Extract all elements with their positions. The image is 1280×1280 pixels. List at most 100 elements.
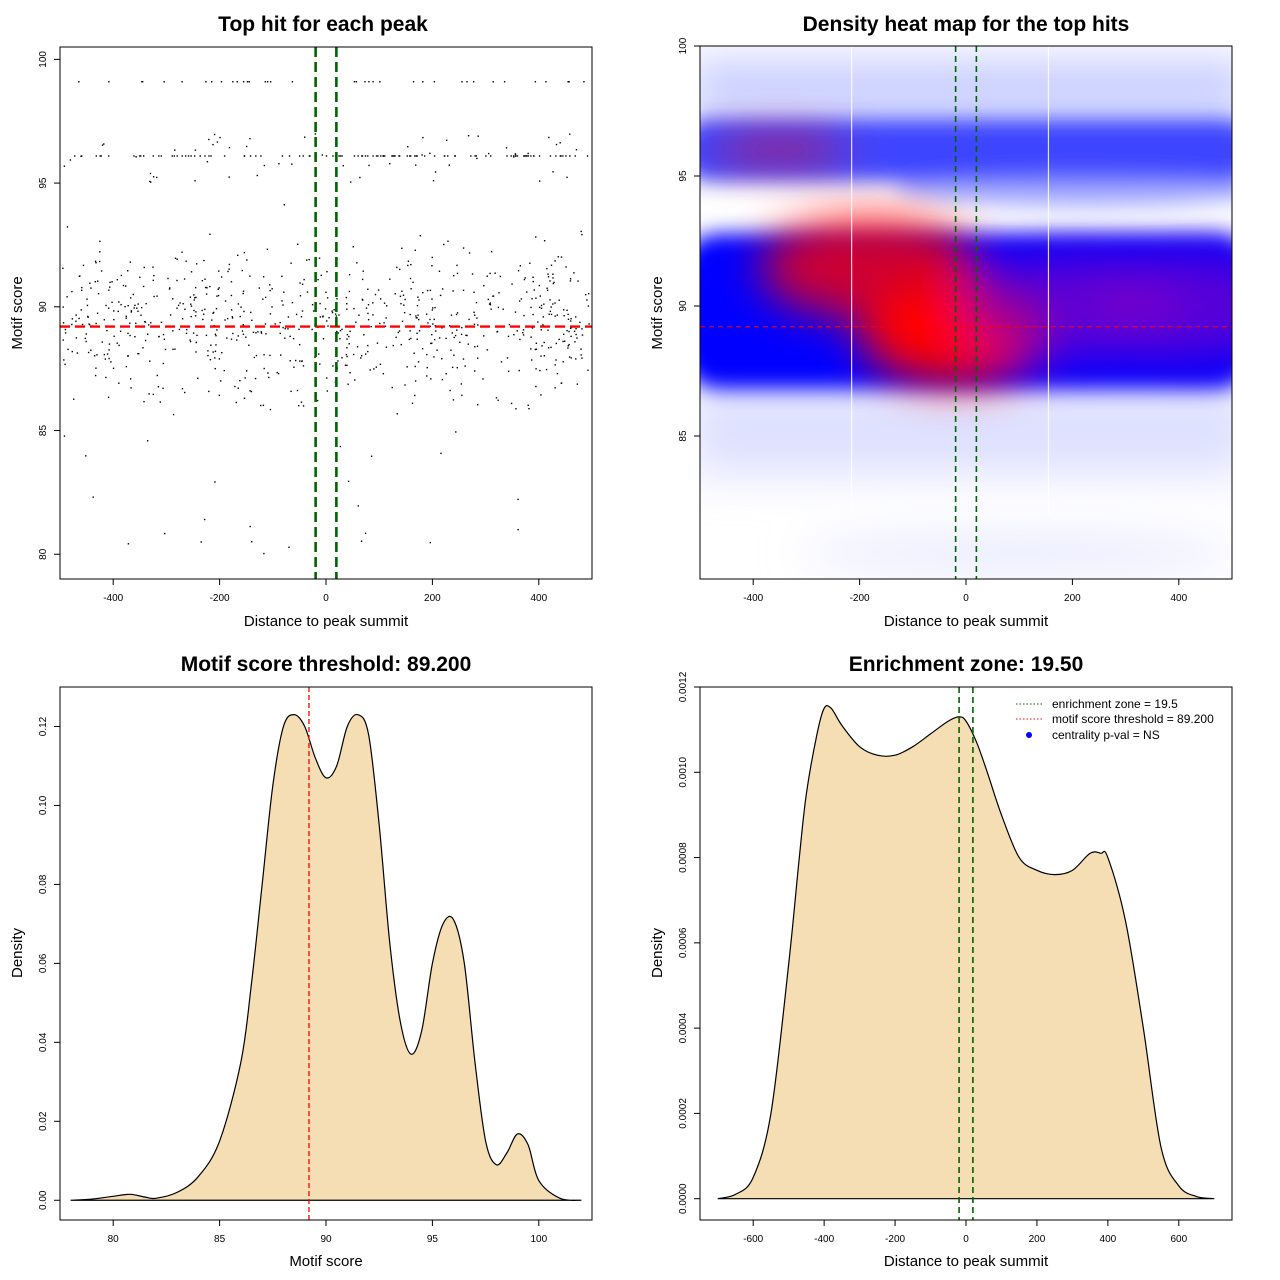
scatter-point xyxy=(134,304,136,307)
scatter-point xyxy=(537,321,539,323)
scatter-point xyxy=(216,329,218,331)
scatter-point xyxy=(466,81,468,83)
scatter-point xyxy=(431,298,433,300)
scatter-point xyxy=(406,366,408,368)
scatter-point xyxy=(517,528,519,531)
scatter-point xyxy=(260,331,262,333)
scatter-point xyxy=(169,287,171,289)
scatter-point xyxy=(532,276,534,278)
scatter-point xyxy=(429,318,431,321)
scatter-point xyxy=(441,358,443,360)
scatter-point xyxy=(552,282,555,285)
scatter-point xyxy=(257,331,259,333)
scatter-point xyxy=(423,155,426,157)
scatter-point xyxy=(364,81,366,83)
scatter-point xyxy=(150,181,152,183)
scatter-point xyxy=(515,408,517,410)
scatter-point xyxy=(269,408,272,411)
scatter-point xyxy=(367,350,369,353)
scatter-point xyxy=(212,312,214,314)
scatter-point xyxy=(485,155,487,157)
scatter-point xyxy=(109,286,111,288)
scatter-point xyxy=(234,385,236,388)
scatter-point xyxy=(231,317,234,319)
scatter-point xyxy=(256,174,259,177)
scatter-point xyxy=(76,352,79,354)
scatter-point xyxy=(242,81,245,83)
scatter-point xyxy=(488,303,491,305)
scatter-point xyxy=(228,176,230,178)
scatter-point xyxy=(237,303,240,305)
band-upper-right xyxy=(893,171,1232,207)
scatter-point xyxy=(217,288,219,290)
scatter-point xyxy=(588,292,590,295)
scatter-point xyxy=(468,252,471,254)
scatter-point xyxy=(246,259,248,261)
scatter-point xyxy=(456,264,458,267)
density-layer xyxy=(700,59,1232,571)
scatter-point xyxy=(433,318,435,321)
scatter-point xyxy=(325,291,327,294)
scatter-point xyxy=(132,293,134,296)
scatter-point xyxy=(568,356,571,358)
scatter-point xyxy=(127,355,129,357)
scatter-point xyxy=(575,316,577,318)
scatter-point xyxy=(322,338,325,340)
scatter-point xyxy=(255,332,257,334)
scatter-point xyxy=(523,278,526,281)
scatter-point xyxy=(173,155,176,157)
scatter-point xyxy=(339,338,341,340)
scatter-point xyxy=(82,264,85,267)
heatmap-haze xyxy=(700,59,1232,571)
scatter-point xyxy=(583,81,585,83)
scatter-point xyxy=(328,317,330,319)
scatter-point xyxy=(209,285,211,288)
y-tick-label: 0.0000 xyxy=(678,1183,689,1214)
scatter-point xyxy=(513,333,515,336)
scatter-point xyxy=(566,309,568,311)
scatter-point xyxy=(190,271,193,273)
y-tick-label: 80 xyxy=(38,548,49,560)
scatter-point xyxy=(248,81,250,83)
scatter-point xyxy=(451,366,454,369)
scatter-point xyxy=(516,330,519,332)
reference-lines xyxy=(60,47,592,579)
scatter-point xyxy=(553,281,555,284)
scatter-point xyxy=(500,361,503,363)
scatter-point xyxy=(302,365,305,367)
x-tick-label: 200 xyxy=(1064,593,1081,604)
scatter-point xyxy=(295,313,298,316)
scatter-point xyxy=(433,356,435,358)
scatter-point xyxy=(291,81,294,83)
scatter-point xyxy=(580,354,582,356)
scatter-point xyxy=(149,172,152,175)
scatter-point xyxy=(120,303,122,306)
scatter-point xyxy=(474,314,476,316)
scatter-point xyxy=(226,317,229,320)
scatter-point xyxy=(287,328,289,330)
scatter-point xyxy=(140,314,142,316)
scatter-point xyxy=(486,275,488,277)
scatter-point xyxy=(174,257,177,260)
scatter-point xyxy=(85,333,87,335)
scatter-point xyxy=(547,273,549,275)
scatter-point xyxy=(63,435,66,437)
scatter-point xyxy=(187,155,190,157)
panel4-title: Enrichment zone: 19.50 xyxy=(849,653,1084,676)
scatter-point xyxy=(193,309,195,312)
scatter-point xyxy=(262,298,264,300)
scatter-point xyxy=(129,297,132,299)
scatter-point xyxy=(539,369,541,372)
scatter-point xyxy=(580,230,582,233)
scatter-point xyxy=(212,143,214,146)
scatter-point xyxy=(396,413,398,415)
scatter-point xyxy=(445,373,447,375)
scatter-point xyxy=(540,307,543,309)
scatter-point xyxy=(142,285,145,288)
scatter-point xyxy=(418,330,421,332)
scatter-point xyxy=(401,247,403,250)
scatter-point xyxy=(400,343,402,346)
x-axis-label: Distance to peak summit xyxy=(244,613,409,630)
scatter-point xyxy=(298,343,301,346)
scatter-point xyxy=(558,338,560,341)
